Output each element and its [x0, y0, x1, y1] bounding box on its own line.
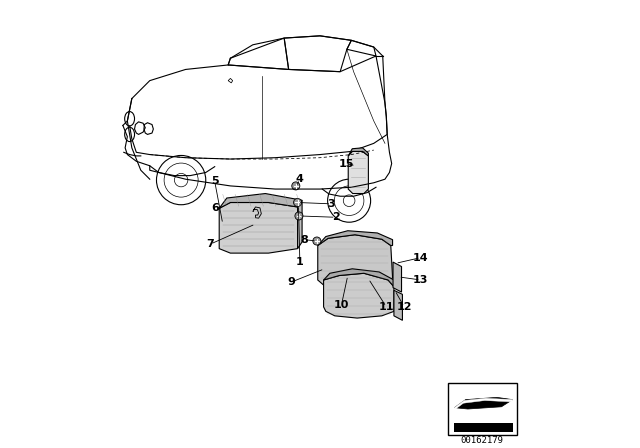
Text: 7: 7: [206, 239, 214, 249]
Polygon shape: [394, 290, 403, 320]
Polygon shape: [454, 398, 513, 410]
Text: 8: 8: [300, 235, 308, 245]
Text: 1: 1: [296, 257, 304, 267]
Text: 5: 5: [211, 177, 218, 186]
Polygon shape: [220, 202, 298, 253]
Polygon shape: [298, 200, 302, 249]
Text: 10: 10: [334, 300, 349, 310]
Text: 12: 12: [396, 302, 412, 312]
Polygon shape: [324, 269, 394, 287]
Circle shape: [294, 198, 301, 207]
Polygon shape: [317, 235, 392, 289]
Polygon shape: [348, 148, 369, 156]
Text: 2: 2: [332, 212, 340, 222]
Text: 11: 11: [378, 302, 394, 312]
FancyBboxPatch shape: [448, 383, 517, 435]
Text: 14: 14: [413, 253, 429, 263]
Text: 15: 15: [339, 159, 354, 168]
Polygon shape: [317, 231, 392, 246]
Text: 13: 13: [413, 275, 429, 285]
Polygon shape: [324, 273, 394, 318]
Polygon shape: [348, 151, 369, 194]
Circle shape: [313, 237, 321, 245]
Polygon shape: [228, 78, 233, 83]
Circle shape: [292, 182, 300, 190]
Text: 9: 9: [287, 277, 295, 287]
Text: 00162179: 00162179: [461, 436, 504, 445]
Circle shape: [295, 212, 303, 220]
Polygon shape: [393, 262, 401, 292]
Polygon shape: [454, 397, 513, 409]
Polygon shape: [253, 207, 261, 218]
Polygon shape: [220, 194, 302, 208]
Text: 4: 4: [296, 174, 304, 184]
Text: 6: 6: [211, 203, 219, 213]
Text: 3: 3: [328, 199, 335, 209]
Bar: [454, 423, 513, 432]
